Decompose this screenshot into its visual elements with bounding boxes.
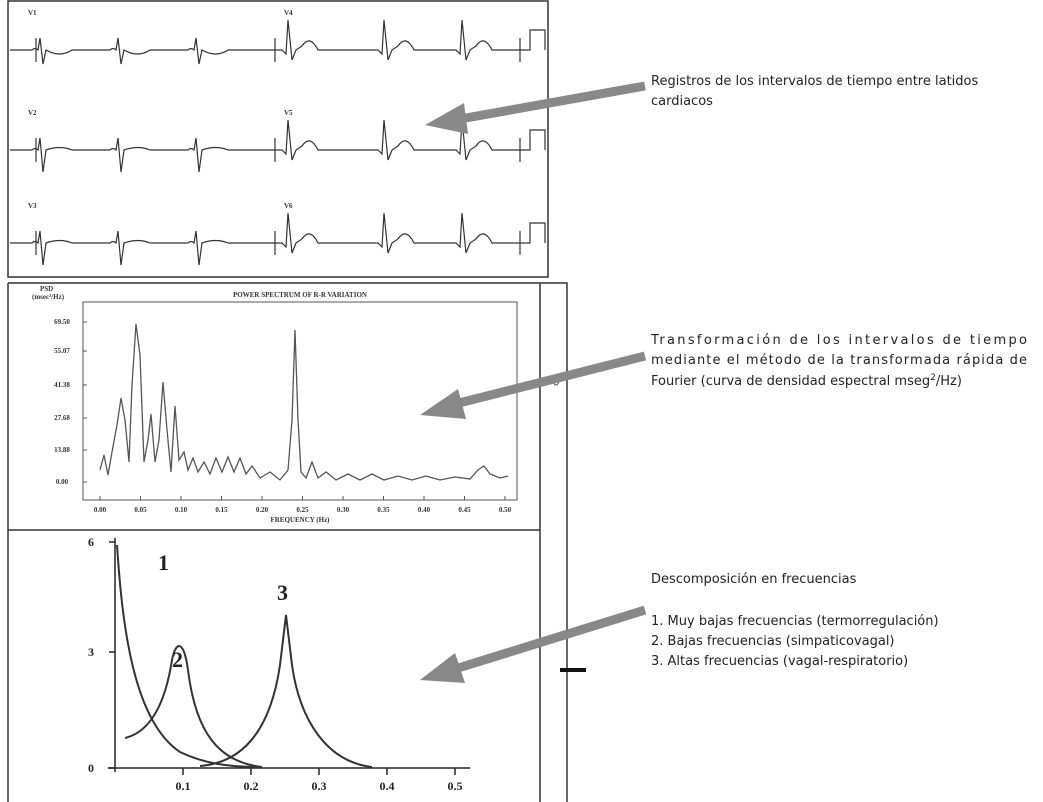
lead-label: V6	[284, 202, 293, 210]
lead-label: V3	[28, 202, 37, 210]
curve-label: 2	[172, 647, 183, 672]
x-tick-label: 0.1	[176, 779, 191, 793]
x-tick-label: 0.3	[312, 779, 327, 793]
spectrum-y-label: (msec²/Hz)	[32, 293, 65, 301]
x-tick-label: 0.50	[499, 506, 512, 514]
text-part: Fourier (curva de densidad espectral mse…	[651, 374, 930, 389]
y-tick-label: 27.68	[54, 414, 70, 422]
annotation-line: 3. Altas frecuencias (vagal-respiratorio…	[651, 654, 908, 669]
lead-label: V4	[284, 9, 293, 17]
figure: V1 V4 V2 V5 V3 V6 POWER SPECTRUM OF R-R VARIA…	[0, 0, 1043, 802]
spectrum-title: POWER SPECTRUM OF R-R VARIATION	[233, 291, 367, 299]
annotation-title: Descomposición en frecuencias	[651, 572, 857, 587]
x-tick-label: 0.20	[256, 506, 269, 514]
x-tick-label: 0.30	[337, 506, 350, 514]
lead-label: V5	[284, 109, 293, 117]
x-tick-label: 0.40	[418, 506, 431, 514]
y-tick-label: 13.88	[54, 446, 70, 454]
y-tick-label: 55.07	[54, 347, 70, 355]
y-tick-label: 3	[88, 645, 94, 659]
x-tick-label: 0.00	[94, 506, 107, 514]
y-tick-label: 6	[88, 535, 94, 549]
annotation-line: cardiacos	[651, 94, 713, 109]
x-tick-label: 0.10	[175, 506, 188, 514]
curve-label: 3	[277, 580, 288, 605]
x-tick-label: 0.45	[458, 506, 471, 514]
x-tick-label: 0.4	[380, 779, 395, 793]
annotation-line: mediante el método de la transformada rá…	[651, 353, 1027, 368]
annotation-line: 2. Bajas frecuencias (simpaticovagal)	[651, 634, 895, 649]
background	[0, 0, 1043, 802]
x-tick-label: 0.25	[296, 506, 309, 514]
curve-label: 1	[158, 550, 169, 575]
annotation-line: 1. Muy bajas frecuencias (termorregulaci…	[651, 614, 939, 629]
x-tick-label: 0.35	[377, 506, 390, 514]
annotation-line: Registros de los intervalos de tiempo en…	[651, 74, 978, 89]
spectrum-y-label: PSD	[40, 285, 53, 293]
x-tick-label: 0.05	[134, 506, 147, 514]
x-tick-label: 0.5	[448, 779, 463, 793]
y-tick-label: 69.50	[54, 318, 70, 326]
annotation-line: Transformación de los intervalos de tiem…	[650, 333, 1027, 348]
y-tick-label: 0	[88, 761, 94, 775]
annotation-line: Fourier (curva de densidad espectral mse…	[651, 373, 962, 389]
y-tick-label: 41.38	[54, 381, 70, 389]
lead-label: V1	[28, 9, 37, 17]
text-part: /Hz)	[936, 374, 962, 389]
y-tick-label: 0.00	[56, 478, 69, 486]
lead-label: V2	[28, 109, 37, 117]
x-tick-label: 0.2	[244, 779, 259, 793]
x-tick-label: 0.15	[215, 506, 228, 514]
spectrum-x-label: FREQUENCY (Hz)	[270, 516, 330, 524]
